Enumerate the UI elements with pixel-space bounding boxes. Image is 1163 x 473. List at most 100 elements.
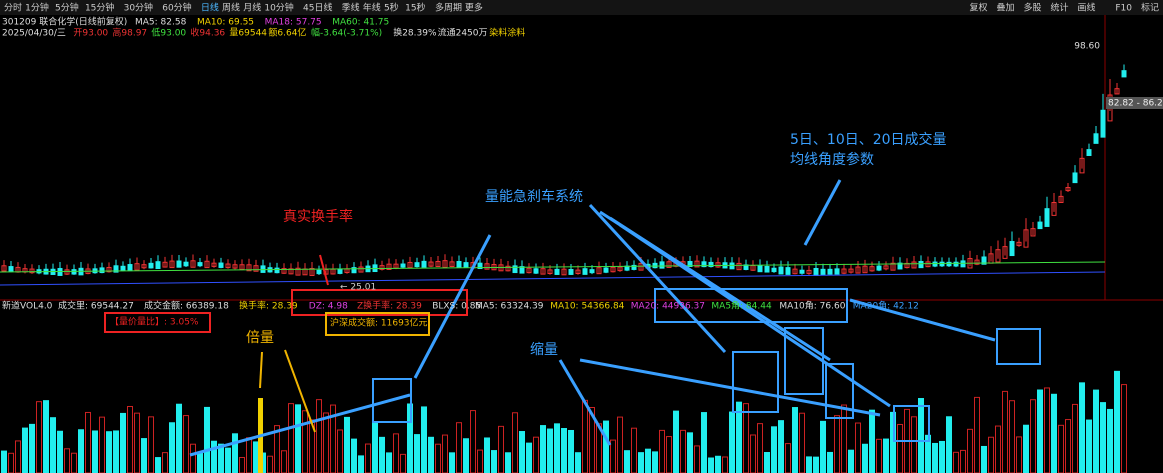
quote: 流通2450万 bbox=[438, 27, 488, 39]
volume-bar bbox=[190, 443, 196, 473]
candle-body bbox=[64, 269, 70, 275]
volume-bar bbox=[855, 422, 861, 473]
volume-bar bbox=[1058, 424, 1064, 473]
volume-bar bbox=[897, 423, 903, 473]
candle-body bbox=[232, 264, 238, 269]
toolbar-item[interactable]: 多周期 bbox=[435, 2, 462, 14]
toolbar-item[interactable]: 多股 bbox=[1023, 2, 1041, 14]
candle-body bbox=[771, 267, 777, 273]
quote: 换28.39% bbox=[393, 27, 437, 39]
candle-body bbox=[211, 262, 217, 267]
volume-bar bbox=[911, 416, 917, 473]
toolbar-item[interactable]: 30分钟 bbox=[124, 2, 153, 14]
toolbar-item[interactable]: 5分钟 bbox=[55, 2, 79, 14]
toolbar bbox=[0, 0, 1163, 15]
volume-bar bbox=[610, 439, 616, 473]
toolbar-item[interactable]: 15秒 bbox=[405, 2, 425, 14]
volume-bar bbox=[169, 422, 175, 473]
toolbar-item[interactable]: 复权 bbox=[969, 2, 987, 14]
candle-body bbox=[659, 261, 665, 269]
volume-bar bbox=[1086, 419, 1092, 473]
volume-bar bbox=[351, 438, 357, 473]
volume-bar bbox=[197, 452, 203, 473]
toolbar-item[interactable]: 标记 bbox=[1141, 2, 1159, 14]
candle-body bbox=[253, 265, 259, 272]
toolbar-item[interactable]: 15分钟 bbox=[85, 2, 114, 14]
toolbar-item[interactable]: 月线 bbox=[243, 2, 261, 14]
quote: 低93.00 bbox=[151, 27, 186, 39]
toolbar-item[interactable]: 分时 bbox=[4, 2, 22, 14]
volume-bar bbox=[337, 429, 343, 473]
volume-bar bbox=[967, 428, 973, 473]
turnover-rate-box bbox=[291, 289, 468, 316]
candle-body bbox=[1023, 229, 1029, 248]
toolbar-item[interactable]: 叠加 bbox=[996, 3, 1014, 14]
toolbar-item[interactable]: F10 bbox=[1115, 4, 1132, 14]
volume-bar bbox=[8, 452, 14, 473]
shrink-boxes bbox=[372, 327, 1041, 442]
volume-bar bbox=[295, 404, 301, 473]
volume-bar bbox=[204, 406, 210, 473]
volume-bar bbox=[764, 452, 770, 473]
volume-bar bbox=[477, 449, 483, 473]
candle-body bbox=[855, 266, 861, 274]
indicator-name: 新道VOL4.0 bbox=[2, 300, 53, 312]
volume-bar bbox=[1, 450, 7, 473]
toolbar-item[interactable]: 日线 bbox=[201, 2, 219, 14]
quote: 2025/04/30/三 bbox=[2, 29, 66, 39]
volume-bar bbox=[281, 450, 287, 473]
toolbar-item[interactable]: 1分钟 bbox=[25, 2, 49, 14]
toolbar-item[interactable]: 5秒 bbox=[384, 2, 399, 14]
candle-body bbox=[99, 267, 105, 274]
candle-body bbox=[162, 261, 168, 268]
candle-body bbox=[484, 263, 490, 270]
volume-bar bbox=[722, 456, 728, 473]
volume-bar bbox=[1065, 419, 1071, 473]
candle-body bbox=[827, 268, 833, 275]
toolbar-item[interactable]: 45日线 bbox=[303, 2, 332, 14]
volume-bar bbox=[50, 417, 56, 473]
candle-body bbox=[834, 268, 840, 275]
candle-body bbox=[736, 262, 742, 271]
candle-body bbox=[8, 266, 14, 273]
volume-bar bbox=[554, 423, 560, 473]
indicator-item: 成交里: 69544.27 bbox=[58, 300, 134, 312]
candle-body bbox=[932, 261, 938, 267]
ma-label: MA5: 82.58 bbox=[135, 18, 187, 28]
candle-body bbox=[1114, 88, 1120, 95]
toolbar-item[interactable]: 周线 bbox=[222, 2, 240, 14]
volume-bar bbox=[344, 416, 350, 473]
candle-body bbox=[757, 265, 763, 273]
indicator-ma: MA5: 63324.39 bbox=[475, 302, 544, 312]
toolbar-item[interactable]: 画线 bbox=[1077, 2, 1095, 14]
toolbar-item[interactable]: 60分钟 bbox=[162, 2, 191, 14]
candle-body bbox=[575, 269, 581, 275]
candle-body bbox=[197, 262, 203, 267]
volume-bar bbox=[463, 438, 469, 473]
candle-body bbox=[883, 265, 889, 270]
toolbar-item[interactable]: 年线 bbox=[363, 2, 381, 14]
volume-bar bbox=[498, 425, 504, 473]
toolbar-item[interactable]: 更多 bbox=[465, 2, 483, 14]
candle-body bbox=[596, 267, 602, 275]
candle-body bbox=[169, 260, 175, 269]
volume-bar bbox=[540, 425, 546, 473]
candle-body bbox=[547, 269, 553, 275]
candle-body bbox=[148, 262, 154, 269]
volume-bar bbox=[302, 410, 308, 473]
indicator-ma: MA20角: 42.12 bbox=[853, 300, 919, 312]
volume-bar bbox=[652, 451, 658, 473]
candle-body bbox=[456, 261, 462, 268]
candle-body bbox=[120, 265, 126, 271]
toolbar-item[interactable]: 季线 bbox=[342, 2, 360, 14]
volume-bar bbox=[806, 456, 812, 473]
volume-bar bbox=[512, 412, 518, 473]
volume-bar bbox=[876, 438, 882, 473]
candle-body bbox=[631, 264, 637, 270]
volume-bar bbox=[939, 440, 945, 473]
toolbar-item[interactable]: 统计 bbox=[1050, 2, 1068, 14]
candle-body bbox=[652, 262, 658, 269]
indicator-item: BLXS: 0.85 bbox=[432, 302, 481, 312]
candle-body bbox=[1016, 241, 1022, 246]
toolbar-item[interactable]: 10分钟 bbox=[264, 2, 293, 14]
